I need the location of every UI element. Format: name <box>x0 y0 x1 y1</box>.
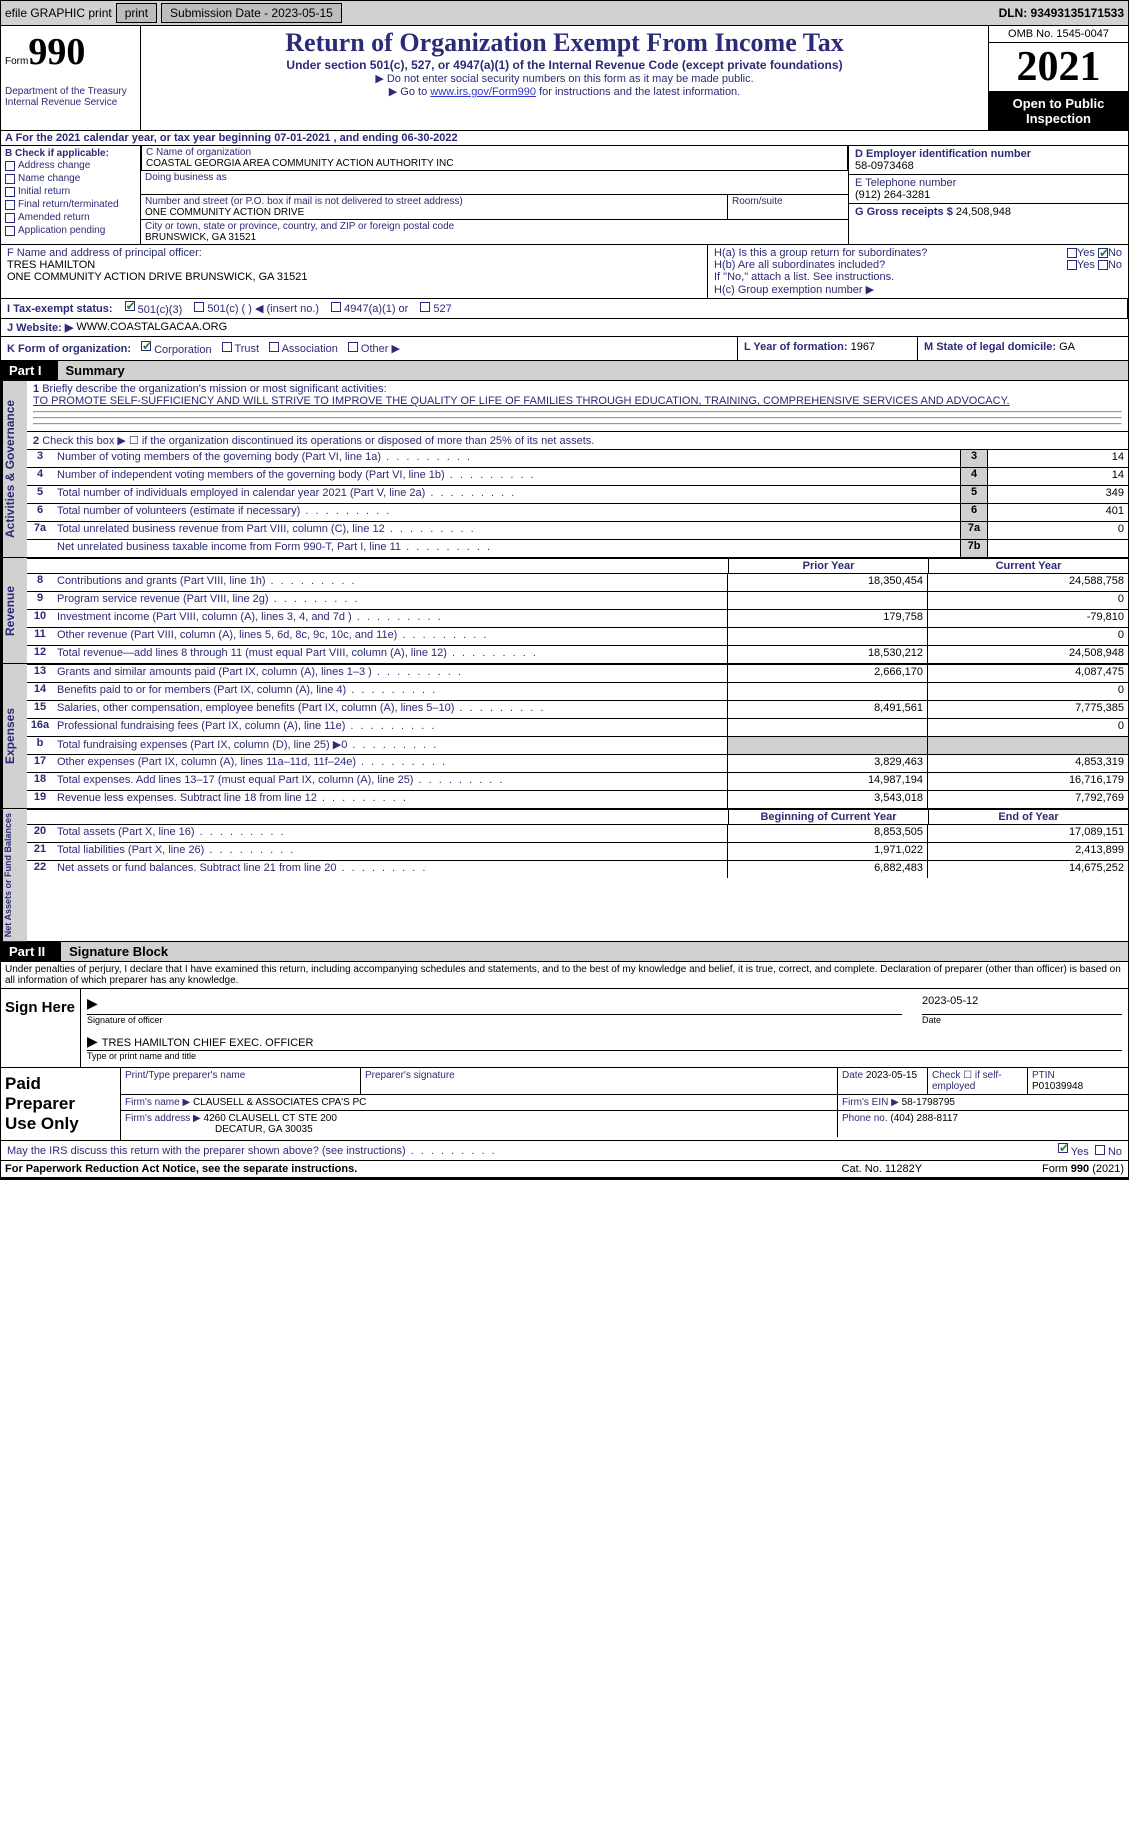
cb-corp[interactable] <box>141 341 151 351</box>
header-right: OMB No. 1545-0047 2021 Open to Public In… <box>988 26 1128 130</box>
netassets-section: Net Assets or Fund Balances Beginning of… <box>1 809 1128 942</box>
cb-amended[interactable]: Amended return <box>5 211 136 224</box>
cb-final[interactable]: Final return/terminated <box>5 198 136 211</box>
addr-lbl: Number and street (or P.O. box if mail i… <box>145 196 723 207</box>
box-j: J Website: ▶ WWW.COASTALGACAA.ORG <box>1 319 1128 337</box>
tax-year: 2021 <box>989 43 1128 92</box>
preparer-section: PaidPreparerUse Only Print/Type preparer… <box>1 1068 1128 1141</box>
box-b-label: B Check if applicable: <box>5 148 136 159</box>
name-lbl: C Name of organization <box>146 147 843 158</box>
cb-other[interactable] <box>348 342 358 352</box>
sub3: ▶ Go to www.irs.gov/Form990 for instruct… <box>149 85 980 98</box>
cb-address[interactable]: Address change <box>5 159 136 172</box>
dba-lbl: Doing business as <box>145 172 844 183</box>
side-net: Net Assets or Fund Balances <box>1 809 27 941</box>
penalty-text: Under penalties of perjury, I declare th… <box>1 962 1128 989</box>
cb-4947[interactable] <box>331 302 341 312</box>
cb-501c3[interactable] <box>125 301 135 311</box>
net-head: Beginning of Current YearEnd of Year <box>27 809 1128 824</box>
ha-no[interactable] <box>1098 248 1108 258</box>
submission-date: Submission Date - 2023-05-15 <box>161 3 342 23</box>
cb-initial[interactable]: Initial return <box>5 185 136 198</box>
sub2: ▶ Do not enter social security numbers o… <box>149 72 980 85</box>
efile-label: efile GRAPHIC print <box>5 6 112 20</box>
discuss-no[interactable] <box>1095 1145 1105 1155</box>
box-f: F Name and address of principal officer:… <box>1 245 708 298</box>
cb-trust[interactable] <box>222 342 232 352</box>
room-lbl: Room/suite <box>732 196 844 207</box>
activities-section: Activities & Governance 1 Briefly descri… <box>1 381 1128 558</box>
discuss-row: May the IRS discuss this return with the… <box>1 1141 1128 1161</box>
expenses-section: Expenses 13Grants and similar amounts pa… <box>1 664 1128 809</box>
top-bar: efile GRAPHIC print print Submission Dat… <box>1 1 1128 26</box>
part1-header: Part I Summary <box>1 361 1128 381</box>
form-num: 990 <box>28 31 85 73</box>
discuss-yes[interactable] <box>1058 1143 1068 1153</box>
box-d-e-g: D Employer identification number 58-0973… <box>848 146 1128 244</box>
box-i: I Tax-exempt status: 501(c)(3) 501(c) ( … <box>1 299 1128 318</box>
side-revenue: Revenue <box>1 558 27 663</box>
form-label: Form <box>5 56 28 67</box>
officer-h-row: F Name and address of principal officer:… <box>1 245 1128 299</box>
cb-pending[interactable]: Application pending <box>5 224 136 237</box>
header-title-cell: Return of Organization Exempt From Incom… <box>141 26 988 130</box>
fiscal-year: A For the 2021 calendar year, or tax yea… <box>1 131 1128 146</box>
part2-header: Part II Signature Block <box>1 942 1128 962</box>
hb-yes[interactable] <box>1067 260 1077 270</box>
sign-here: Sign Here ▶ Signature of officer 2023-05… <box>1 989 1128 1068</box>
rev-head: Prior YearCurrent Year <box>27 558 1128 573</box>
mission-text: TO PROMOTE SELF-SUFFICIENCY AND WILL STR… <box>33 395 1010 407</box>
cb-527[interactable] <box>420 302 430 312</box>
ha-yes[interactable] <box>1067 248 1077 258</box>
cb-501c[interactable] <box>194 302 204 312</box>
city-lbl: City or town, state or province, country… <box>145 221 844 232</box>
org-name: COASTAL GEORGIA AREA COMMUNITY ACTION AU… <box>146 158 453 169</box>
city-val: BRUNSWICK, GA 31521 <box>145 232 256 243</box>
form990-link[interactable]: www.irs.gov/Form990 <box>430 86 536 98</box>
sub1: Under section 501(c), 527, or 4947(a)(1)… <box>149 58 980 72</box>
cb-assoc[interactable] <box>269 342 279 352</box>
open-inspection: Open to Public Inspection <box>989 92 1128 130</box>
addr-val: ONE COMMUNITY ACTION DRIVE <box>145 207 304 218</box>
box-h: H(a) Is this a group return for subordin… <box>708 245 1128 298</box>
header: Form990 Department of the Treasury Inter… <box>1 26 1128 131</box>
box-c: C Name of organization COASTAL GEORGIA A… <box>141 146 848 244</box>
omb: OMB No. 1545-0047 <box>989 26 1128 43</box>
box-b: B Check if applicable: Address change Na… <box>1 146 141 244</box>
form-number-cell: Form990 Department of the Treasury Inter… <box>1 26 141 130</box>
revenue-section: Revenue Prior YearCurrent Year 8Contribu… <box>1 558 1128 664</box>
hb-no[interactable] <box>1098 260 1108 270</box>
box-klm: K Form of organization: Corporation Trus… <box>1 337 1128 361</box>
box-e: E Telephone number (912) 264-3281 <box>849 175 1128 204</box>
print-button[interactable]: print <box>116 3 157 23</box>
side-activities: Activities & Governance <box>1 381 27 557</box>
dln-label: DLN: 93493135171533 <box>999 6 1124 20</box>
form-title: Return of Organization Exempt From Incom… <box>149 28 980 58</box>
cb-name[interactable]: Name change <box>5 172 136 185</box>
section-b-row: B Check if applicable: Address change Na… <box>1 146 1128 245</box>
box-d: D Employer identification number 58-0973… <box>849 146 1128 175</box>
dept-label: Department of the Treasury Internal Reve… <box>5 74 136 108</box>
footer: For Paperwork Reduction Act Notice, see … <box>1 1161 1128 1179</box>
side-expenses: Expenses <box>1 664 27 808</box>
form-990-page: efile GRAPHIC print print Submission Dat… <box>0 0 1129 1180</box>
box-g: G Gross receipts $ 24,508,948 <box>849 204 1128 220</box>
